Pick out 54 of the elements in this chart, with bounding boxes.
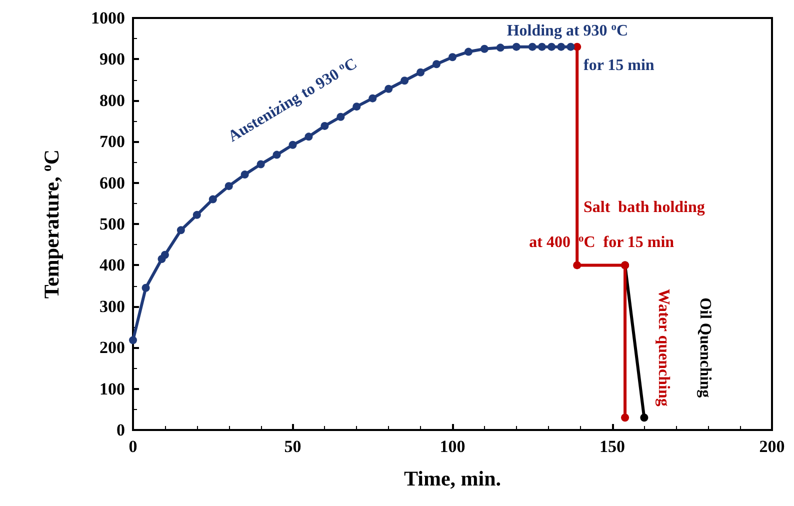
point [432,60,441,68]
point [192,210,201,219]
point [160,250,169,259]
point [256,160,265,168]
y-tick-label: 400 [100,256,125,275]
x-tick-label: 0 [128,437,138,456]
y-tick-label: 200 [100,338,125,358]
point [208,195,217,204]
point [416,68,425,76]
annotation: Water quenching [654,288,672,406]
y-tick-label: 800 [100,90,125,110]
point [304,132,313,141]
point [176,226,185,234]
point [352,102,361,111]
point [368,94,377,102]
point [528,42,536,51]
y-tick-label: 100 [100,379,125,398]
y-tick-label: 900 [100,50,125,69]
x-tick-label: 100 [440,437,466,456]
point [640,414,648,422]
y-tick-label: 700 [100,132,125,152]
y-tick-label: 500 [100,214,125,234]
annotation: for 15 min [583,56,654,74]
y-tick-label: 1000 [91,8,125,28]
point [142,284,150,292]
point [400,76,409,85]
point [621,414,630,422]
point [272,150,281,159]
point [448,53,456,62]
point [566,42,575,51]
point [480,44,488,53]
x-axis-title: Time, min. [404,466,502,490]
annotation: Salt bath holding [583,199,705,216]
point [336,112,345,121]
point [557,42,566,51]
point [538,42,546,51]
annotation: Oil Quenching [696,298,714,398]
x-tick-label: 200 [759,437,785,456]
x-tick-label: 50 [284,437,302,456]
x-tick-label: 150 [600,437,625,456]
y-tick-label: 600 [100,173,125,192]
point [129,336,137,344]
y-axis-title: Temperature, oC [39,149,64,299]
y-tick-label: 0 [116,420,125,440]
point [320,122,329,130]
point [224,182,233,190]
point [384,84,393,93]
point [464,48,472,56]
y-tick-label: 300 [100,296,125,316]
point [240,170,249,179]
point [496,44,504,52]
point [548,42,556,51]
point [573,261,582,270]
point [512,42,520,51]
